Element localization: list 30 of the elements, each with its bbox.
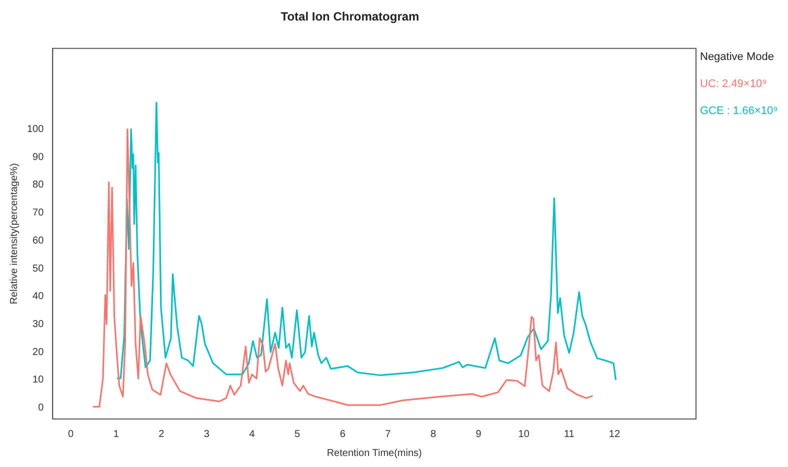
x-tick-label: 11 <box>564 428 575 440</box>
x-tick-label: 8 <box>430 428 436 440</box>
y-tick-label: 20 <box>32 346 44 358</box>
x-axis-title: Retention Time(mins) <box>326 448 422 459</box>
legend-title: Negative Mode <box>700 51 775 63</box>
x-tick-label: 3 <box>204 428 210 440</box>
y-axis-title: Relative intensity(percentage%) <box>8 163 20 304</box>
y-tick-label: 10 <box>32 374 44 386</box>
x-tick-label: 2 <box>158 428 165 440</box>
x-tick-label: 0 <box>68 428 74 440</box>
chart-title: Total Ion Chromatogram <box>280 10 420 24</box>
y-tick-label: 30 <box>32 319 44 330</box>
x-tick-label: 10 <box>518 428 530 440</box>
y-tick-label: 0 <box>38 402 44 414</box>
x-tick-label: 12 <box>608 428 620 440</box>
y-tick-label: 90 <box>32 152 44 163</box>
x-tick-label: 6 <box>340 428 346 440</box>
x-tick-label: 4 <box>249 428 256 440</box>
text: GCE : 1.66×10⁹ <box>700 105 778 117</box>
x-tick-label: 1 <box>113 428 120 440</box>
y-tick-label: 50 <box>32 263 44 274</box>
x-tick-label: 7 <box>385 428 392 440</box>
x-tick-label: 5 <box>294 428 301 440</box>
y-tick-label: 40 <box>32 291 44 302</box>
y-tick-label: 80 <box>32 180 44 191</box>
y-tick-label: 70 <box>32 208 44 219</box>
y-tick-label: 60 <box>32 235 44 246</box>
text: UC: 2.49×10⁹ <box>700 78 768 90</box>
y-tick-label: 100 <box>26 124 44 135</box>
x-tick-label: 9 <box>476 428 482 440</box>
